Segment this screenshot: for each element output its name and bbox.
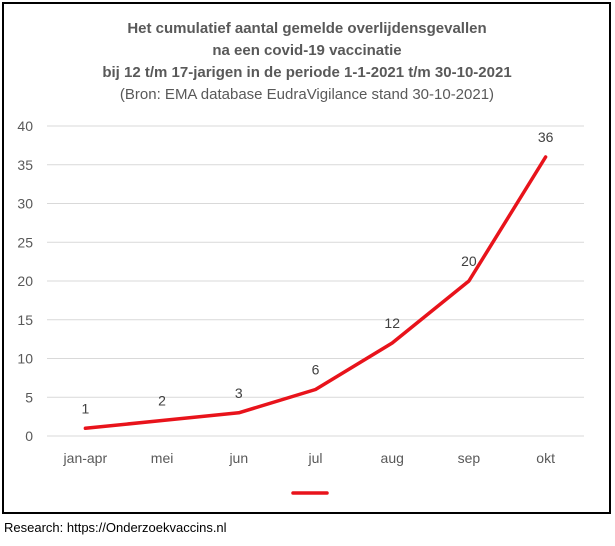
data-label: 3 bbox=[235, 385, 243, 401]
line-chart: Het cumulatief aantal gemelde overlijden… bbox=[17, 20, 584, 495]
y-tick-label: 5 bbox=[25, 389, 33, 405]
y-tick-label: 35 bbox=[17, 157, 33, 173]
x-tick-label: okt bbox=[536, 450, 555, 466]
x-axis-ticks: jan-apr mei jun jul aug sep okt bbox=[63, 450, 556, 466]
chart-title-line: Het cumulatief aantal gemelde overlijden… bbox=[127, 20, 486, 37]
y-tick-label: 10 bbox=[17, 351, 33, 367]
x-tick-label: jan-apr bbox=[63, 450, 108, 466]
y-axis-ticks: 0 5 10 15 20 25 30 35 40 bbox=[17, 118, 33, 444]
chart-title: Het cumulatief aantal gemelde overlijden… bbox=[102, 20, 511, 81]
x-tick-label: aug bbox=[381, 450, 404, 466]
data-label: 2 bbox=[158, 393, 166, 409]
x-tick-label: jun bbox=[228, 450, 248, 466]
x-tick-label: jul bbox=[307, 450, 322, 466]
chart-title-line: bij 12 t/m 17-jarigen in de periode 1-1-… bbox=[102, 64, 511, 81]
data-label: 20 bbox=[461, 253, 477, 269]
series-line-group bbox=[83, 155, 548, 431]
gridlines bbox=[47, 125, 584, 437]
chart-subtitle: (Bron: EMA database EudraVigilance stand… bbox=[120, 86, 494, 103]
footer-credit: Research: https://Onderzoekvaccins.nl bbox=[4, 520, 227, 535]
y-tick-label: 25 bbox=[17, 234, 33, 250]
chart-subtitle-text: (Bron: EMA database EudraVigilance stand… bbox=[120, 86, 494, 103]
data-label: 6 bbox=[312, 362, 320, 378]
y-tick-label: 40 bbox=[17, 118, 33, 134]
series-line bbox=[83, 155, 548, 431]
data-label: 36 bbox=[538, 129, 554, 145]
data-label: 12 bbox=[384, 315, 400, 331]
data-label: 1 bbox=[81, 400, 89, 416]
chart-frame: Het cumulatief aantal gemelde overlijden… bbox=[2, 2, 611, 514]
x-tick-label: sep bbox=[458, 450, 481, 466]
y-tick-label: 15 bbox=[17, 312, 33, 328]
chart-title-line: na een covid-19 vaccinatie bbox=[212, 42, 401, 59]
x-tick-label: mei bbox=[151, 450, 174, 466]
y-tick-label: 0 bbox=[25, 428, 33, 444]
y-tick-label: 30 bbox=[17, 196, 33, 212]
y-tick-label: 20 bbox=[17, 273, 33, 289]
